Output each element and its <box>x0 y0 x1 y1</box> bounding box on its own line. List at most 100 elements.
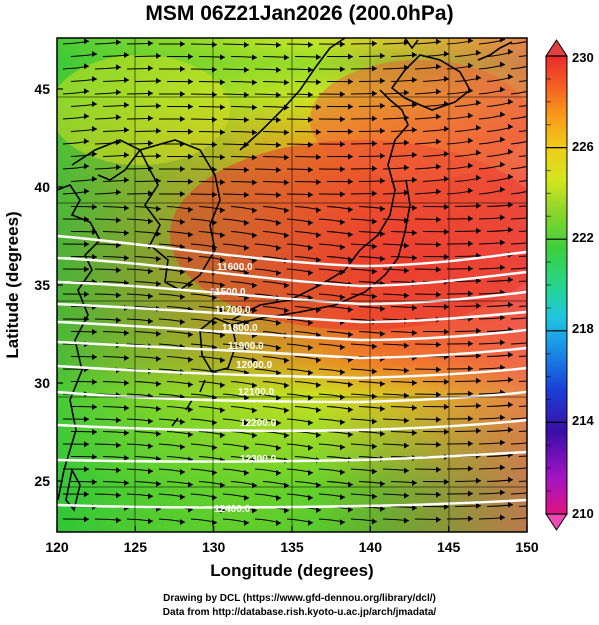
wind-arrowhead <box>404 367 409 374</box>
wind-arrowhead <box>220 129 225 136</box>
wind-arrowhead <box>532 289 537 295</box>
wind-arrowhead <box>532 314 537 320</box>
wind-arrowhead <box>316 507 321 514</box>
wind-arrowhead <box>244 394 249 401</box>
wind-arrowhead <box>476 149 481 156</box>
wind-arrowhead <box>156 52 161 59</box>
wind-arrowhead <box>124 229 129 236</box>
wind-arrowhead <box>92 175 97 182</box>
wind-arrowhead <box>276 394 281 401</box>
wind-arrowhead <box>188 406 193 413</box>
wind-arrowhead <box>116 492 121 499</box>
y-tick-label-45: 45 <box>34 81 50 97</box>
wind-arrowhead <box>540 98 545 104</box>
wind-arrowhead <box>124 51 129 58</box>
wind-arrowhead <box>308 494 313 501</box>
wind-arrowhead <box>476 277 481 284</box>
wind-arrowhead <box>156 127 161 134</box>
wind-arrowhead <box>532 214 537 220</box>
wind-arrowhead <box>404 89 409 96</box>
wind-arrowhead <box>340 444 345 451</box>
wind-arrowhead <box>412 329 417 336</box>
wind-arrowhead <box>188 128 193 135</box>
contour-label-2: 11500.0 <box>210 287 246 298</box>
wind-vector <box>510 115 527 120</box>
wind-arrowhead <box>284 507 289 514</box>
wind-arrowhead <box>444 125 449 132</box>
wind-arrowhead <box>468 365 473 372</box>
wind-arrowhead <box>532 111 537 117</box>
wind-arrowhead <box>436 241 441 248</box>
wind-arrowhead <box>380 305 385 312</box>
wind-arrowhead <box>372 393 377 400</box>
wind-arrowhead <box>412 404 417 411</box>
wind-arrowhead <box>348 256 353 263</box>
wind-arrowhead <box>380 77 385 84</box>
colorbar: 230 226 222 218 214 210 <box>545 39 594 531</box>
x-tick-label-130: 130 <box>202 539 226 555</box>
wind-arrowhead <box>276 91 281 98</box>
wind-arrowhead <box>532 414 537 420</box>
wind-arrowhead <box>348 506 353 513</box>
wind-arrowhead <box>156 380 161 387</box>
wind-arrowhead <box>340 141 345 148</box>
wind-arrowhead <box>308 191 313 198</box>
wind-arrowhead <box>308 166 313 173</box>
wind-arrowhead <box>500 489 505 496</box>
wind-arrowhead <box>508 376 513 383</box>
contour-label-9: 12300.0 <box>240 454 277 465</box>
wind-arrowhead <box>124 176 129 183</box>
wind-arrowhead <box>468 162 473 169</box>
wind-arrowhead <box>404 267 409 274</box>
wind-arrowhead <box>308 116 313 123</box>
wind-arrowhead <box>372 165 377 172</box>
wind-arrowhead <box>444 478 449 485</box>
contour-label-7: 12100.0 <box>238 387 275 398</box>
wind-arrowhead <box>308 41 313 48</box>
wind-arrowhead <box>508 123 513 130</box>
credits-line-2: Data from http://database.rish.kyoto-u.a… <box>162 607 437 618</box>
wind-arrowhead <box>276 116 281 123</box>
wind-arrowhead <box>252 382 257 389</box>
wind-arrowhead <box>380 255 385 262</box>
contour-label-6: 12000.0 <box>236 360 273 371</box>
wind-arrowhead <box>180 166 185 173</box>
wind-arrowhead <box>340 344 345 351</box>
wind-arrowhead <box>500 264 505 271</box>
wind-arrowhead <box>372 343 377 350</box>
wind-arrowhead <box>404 342 409 349</box>
wind-arrowhead <box>508 301 513 308</box>
wind-arrowhead <box>244 219 249 226</box>
wind-arrowhead <box>188 356 193 363</box>
wind-arrowhead <box>444 303 449 310</box>
wind-arrowhead <box>444 378 449 385</box>
wind-arrowhead <box>500 239 505 246</box>
wind-arrowhead <box>436 391 441 398</box>
wind-arrowhead <box>188 331 193 338</box>
wind-arrowhead <box>220 154 225 161</box>
wind-arrowhead <box>380 230 385 237</box>
wind-vector <box>518 129 527 132</box>
wind-arrowhead <box>476 202 481 209</box>
wind-vector <box>518 430 527 432</box>
wind-arrowhead <box>340 469 345 476</box>
wind-arrowhead <box>532 239 537 245</box>
credits: Drawing by DCL (https://www.gfd-dennou.o… <box>0 592 599 620</box>
wind-arrowhead <box>500 314 505 321</box>
wind-arrowhead <box>532 389 537 395</box>
wind-vector <box>510 342 527 345</box>
wind-arrowhead <box>468 112 473 119</box>
wind-arrowhead <box>436 188 441 195</box>
wind-arrowhead <box>316 257 321 264</box>
contour-label-1: 11600.0 <box>217 262 253 273</box>
wind-arrowhead <box>380 152 385 159</box>
wind-arrowhead <box>188 103 193 110</box>
wind-arrowhead <box>124 429 129 436</box>
wind-arrowhead <box>316 407 321 414</box>
wind-arrowhead <box>180 469 185 476</box>
y-tick-label-40: 40 <box>34 179 50 195</box>
wind-arrowhead <box>340 419 345 426</box>
wind-arrowhead <box>116 114 121 121</box>
wind-arrowhead <box>180 41 185 48</box>
wind-arrowhead <box>372 443 377 450</box>
